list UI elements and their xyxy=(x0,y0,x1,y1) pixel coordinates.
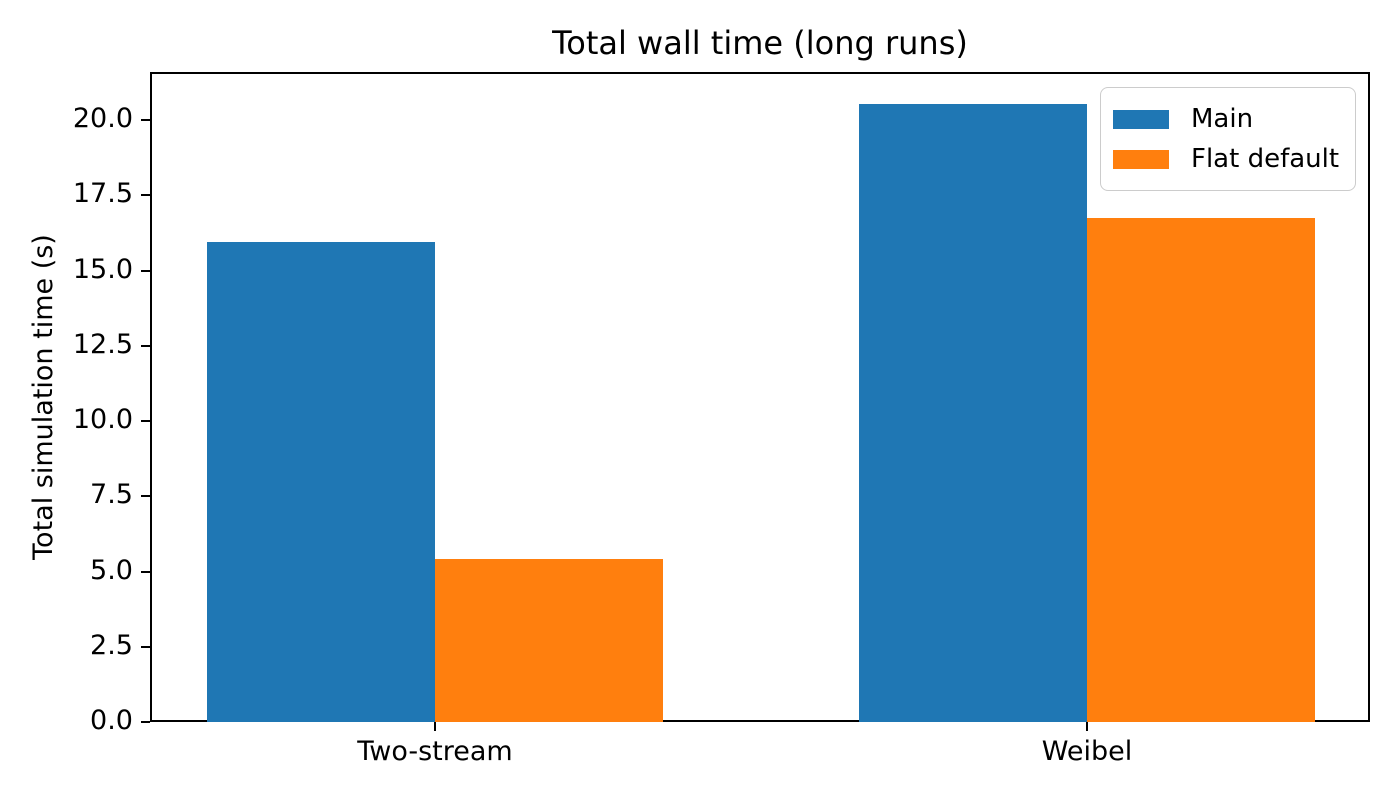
y-tick-mark-2.5 xyxy=(141,645,150,648)
legend-item-flat-default: Flat default xyxy=(1113,139,1339,179)
bar-main-weibel xyxy=(859,104,1087,722)
y-tick-mark-5.0 xyxy=(141,570,150,573)
x-tick-label-two-stream: Two-stream xyxy=(357,736,513,767)
axes-box xyxy=(150,72,1370,722)
y-tick-label: 0.0 xyxy=(90,705,133,736)
y-tick-mark-7.5 xyxy=(141,495,150,498)
y-tick-label: 20.0 xyxy=(72,103,133,135)
y-tick-label: 10.0 xyxy=(72,404,133,436)
legend-swatch-flat-default xyxy=(1113,149,1169,169)
y-tick-mark-17.5 xyxy=(141,194,150,197)
y-tick-label: 15.0 xyxy=(72,253,133,285)
x-tick-mark-two-stream xyxy=(434,722,436,731)
x-tick-label-weibel: Weibel xyxy=(1041,736,1133,767)
chart-title: Total wall time (long runs) xyxy=(552,24,968,62)
legend-item-main: Main xyxy=(1113,99,1339,139)
y-tick-mark-12.5 xyxy=(141,344,150,347)
y-tick-label: 12.5 xyxy=(72,328,133,360)
legend-label-flat-default: Flat default xyxy=(1191,144,1340,174)
y-tick-label: 17.5 xyxy=(72,178,133,210)
bar-flat-default-two-stream xyxy=(435,559,663,722)
y-tick-label: 5.0 xyxy=(90,554,133,586)
legend-label-main: Main xyxy=(1191,104,1254,134)
bar-flat-default-weibel xyxy=(1087,218,1315,722)
y-tick-mark-0.0 xyxy=(141,721,150,723)
y-tick-label: 2.5 xyxy=(90,629,133,661)
bar-main-two-stream xyxy=(207,242,435,722)
legend-swatch-main xyxy=(1113,109,1169,129)
plot-area xyxy=(150,72,1370,722)
legend: Main Flat default xyxy=(1100,87,1357,191)
y-tick-mark-15.0 xyxy=(141,269,150,272)
y-tick-label: 7.5 xyxy=(90,479,133,511)
y-tick-mark-20.0 xyxy=(141,119,150,122)
y-tick-mark-10.0 xyxy=(141,420,150,423)
x-tick-mark-weibel xyxy=(1086,722,1088,731)
